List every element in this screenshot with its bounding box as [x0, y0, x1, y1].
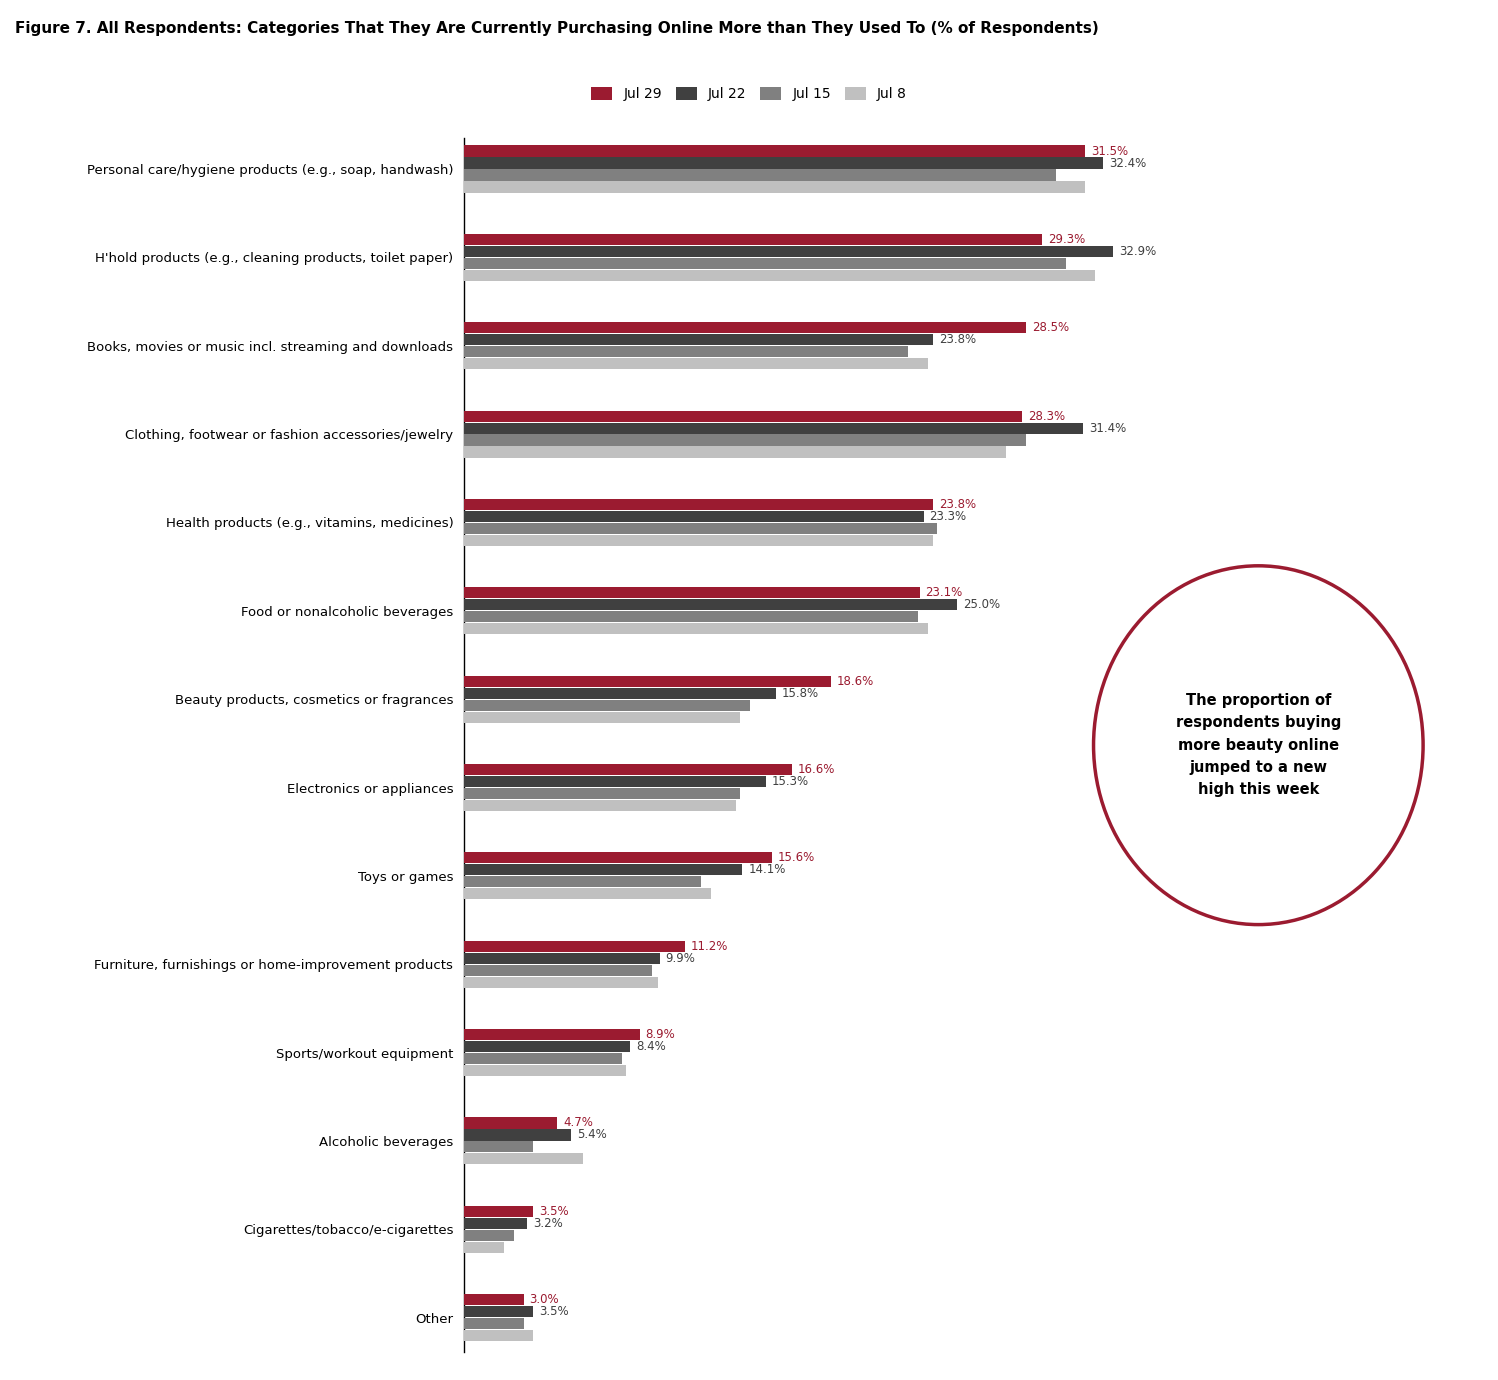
Text: 23.3%: 23.3%	[930, 511, 966, 523]
Bar	[464, 447, 1007, 458]
Bar	[464, 435, 1026, 446]
Text: 8.9%: 8.9%	[646, 1028, 676, 1041]
Bar	[464, 1041, 631, 1052]
Bar	[464, 1154, 583, 1165]
Text: The proportion of
respondents buying
more beauty online
jumped to a new
high thi: The proportion of respondents buying mor…	[1176, 693, 1341, 798]
Text: 11.2%: 11.2%	[691, 940, 728, 952]
Text: 23.8%: 23.8%	[939, 498, 977, 511]
Text: 23.8%: 23.8%	[939, 334, 977, 346]
Bar	[464, 588, 920, 599]
Bar	[464, 359, 927, 370]
Bar	[464, 500, 933, 511]
Text: Figure 7. All Respondents: Categories That They Are Currently Purchasing Online : Figure 7. All Respondents: Categories Th…	[15, 21, 1098, 36]
Text: 28.5%: 28.5%	[1032, 322, 1070, 334]
Bar	[464, 1330, 533, 1341]
Text: 15.6%: 15.6%	[777, 851, 815, 864]
Bar	[464, 712, 740, 723]
Bar	[464, 611, 918, 622]
Bar	[464, 1242, 503, 1253]
Bar	[464, 977, 658, 988]
Bar	[464, 511, 924, 522]
Text: 14.1%: 14.1%	[748, 864, 785, 876]
Text: 3.0%: 3.0%	[529, 1293, 559, 1305]
Text: 8.4%: 8.4%	[635, 1041, 665, 1053]
Bar	[464, 599, 957, 610]
Bar	[464, 1318, 523, 1329]
Bar	[464, 269, 1095, 282]
Bar	[464, 765, 791, 776]
Bar	[464, 1065, 626, 1076]
Bar	[464, 322, 1026, 334]
Bar	[464, 1141, 533, 1152]
Bar	[464, 1129, 571, 1140]
Bar	[464, 676, 831, 687]
Bar	[464, 876, 701, 887]
Bar	[464, 410, 1022, 422]
Text: 9.9%: 9.9%	[665, 952, 695, 965]
Text: 3.5%: 3.5%	[539, 1305, 569, 1318]
Text: 31.4%: 31.4%	[1089, 422, 1126, 435]
Text: 15.8%: 15.8%	[782, 687, 819, 700]
Bar	[464, 952, 659, 963]
Text: 32.4%: 32.4%	[1109, 156, 1146, 170]
Bar	[464, 523, 938, 534]
Bar	[464, 624, 927, 635]
Bar	[464, 535, 933, 546]
Text: 5.4%: 5.4%	[577, 1129, 607, 1141]
Bar	[464, 1029, 640, 1041]
Bar	[464, 941, 685, 952]
Bar	[464, 246, 1113, 257]
Bar	[464, 788, 740, 799]
Text: 3.2%: 3.2%	[533, 1217, 563, 1230]
Bar	[464, 800, 737, 811]
Text: 28.3%: 28.3%	[1028, 410, 1065, 422]
Text: 16.6%: 16.6%	[797, 763, 834, 776]
Text: 25.0%: 25.0%	[963, 599, 1001, 611]
Bar	[464, 145, 1085, 157]
Text: 29.3%: 29.3%	[1047, 233, 1085, 246]
Bar	[464, 864, 743, 875]
Bar	[464, 1053, 622, 1064]
Bar	[464, 687, 776, 698]
Bar	[464, 334, 933, 345]
Bar	[464, 157, 1103, 168]
Text: 23.1%: 23.1%	[926, 586, 963, 599]
Bar	[464, 1206, 533, 1217]
Bar	[464, 965, 652, 976]
Bar	[464, 853, 771, 864]
Text: 3.5%: 3.5%	[539, 1205, 569, 1217]
Legend: Jul 29, Jul 22, Jul 15, Jul 8: Jul 29, Jul 22, Jul 15, Jul 8	[586, 81, 912, 106]
Text: 32.9%: 32.9%	[1119, 244, 1156, 258]
Bar	[464, 1217, 527, 1228]
Bar	[464, 422, 1083, 433]
Bar	[464, 1230, 514, 1241]
Text: 4.7%: 4.7%	[563, 1116, 593, 1129]
Text: 15.3%: 15.3%	[771, 776, 809, 788]
Bar	[464, 700, 750, 711]
Bar	[464, 889, 710, 900]
Text: 31.5%: 31.5%	[1091, 145, 1128, 157]
Bar	[464, 258, 1065, 269]
Bar	[464, 1305, 533, 1318]
Bar	[464, 170, 1056, 181]
Bar	[464, 233, 1043, 246]
Bar	[464, 181, 1085, 193]
Bar	[464, 776, 765, 787]
Bar	[464, 1118, 557, 1129]
Bar	[464, 346, 908, 357]
Bar	[464, 1294, 523, 1305]
Text: 18.6%: 18.6%	[837, 675, 875, 687]
